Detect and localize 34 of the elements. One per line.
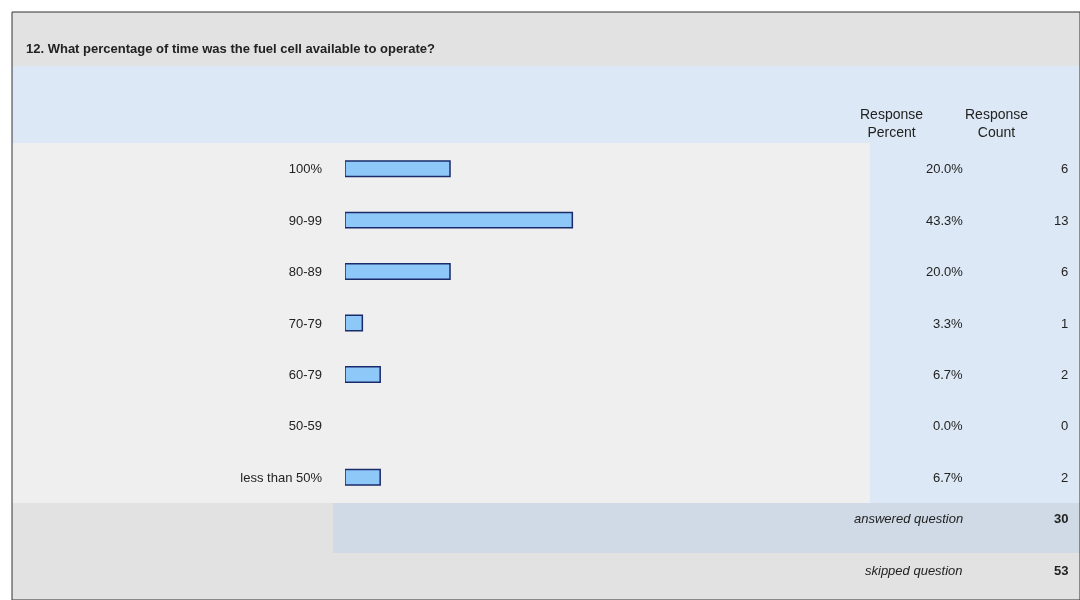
data-label: 0.0%: [933, 418, 964, 433]
data-label: 43.3%: [926, 213, 964, 228]
bar: [345, 314, 364, 332]
y-tick-label: less than 50%: [240, 469, 323, 485]
text: 2: [1061, 470, 1069, 485]
bar: [345, 263, 451, 281]
text: 13: [1054, 213, 1069, 228]
text: 53: [1054, 563, 1069, 578]
data-label: 6.7%: [933, 367, 964, 382]
data-label: 20.0%: [926, 161, 964, 176]
text: 1: [1061, 316, 1069, 331]
y-tick-label: 70-79: [288, 315, 322, 331]
text: 30: [1054, 511, 1069, 526]
text: 6: [1061, 161, 1069, 176]
text: Response Count: [965, 106, 1029, 141]
y-tick-label: 80-89: [288, 264, 322, 280]
bar: [345, 468, 381, 486]
text: 0: [1061, 418, 1069, 433]
data-label: 20.0%: [926, 264, 964, 279]
bar: [345, 160, 451, 178]
text: skipped question: [865, 563, 963, 578]
y-tick-label: 100%: [288, 161, 323, 177]
bar: [345, 365, 381, 383]
data-label: 6.7%: [933, 470, 964, 485]
text: 12. What percentage of time was the fuel cell available to operate?: [26, 41, 435, 56]
y-tick-label: 90-99: [288, 212, 322, 228]
text: 2: [1061, 367, 1069, 382]
y-tick-label: 50-59: [288, 418, 322, 434]
y-tick-label: 60-79: [288, 366, 322, 382]
text: answered question: [854, 511, 964, 526]
text: 6: [1061, 264, 1069, 279]
text: Response Percent: [860, 106, 924, 141]
bar: [345, 211, 574, 229]
data-label: 3.3%: [933, 316, 964, 331]
